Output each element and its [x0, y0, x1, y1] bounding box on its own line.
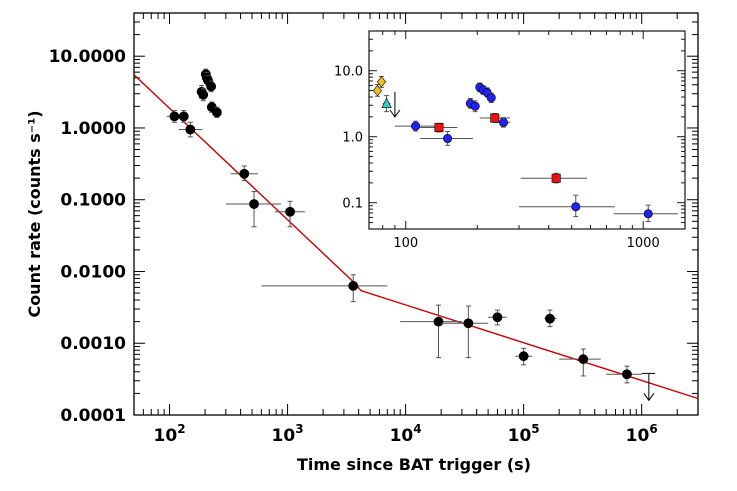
x-axis-label: Time since BAT trigger (s)	[297, 455, 531, 474]
x-tick-label: 105	[508, 422, 540, 446]
inset-y-tick-label: 1.0	[342, 131, 363, 146]
main-plot-ticks	[133, 12, 699, 416]
data-point	[486, 93, 496, 103]
data-point	[206, 81, 217, 92]
data-point	[443, 134, 453, 144]
inset-plot: 0.1 1.0 10.0 100 1000	[334, 30, 686, 251]
inset-y-tick-label: 0.1	[342, 197, 363, 212]
y-tick-label: 0.0100	[60, 262, 126, 282]
inset-plot-points	[372, 75, 678, 222]
inset-plot-ticks	[368, 30, 685, 230]
y-tick-label: 10.0000	[49, 47, 127, 67]
y-tick-label: 0.1000	[60, 191, 126, 211]
upper-limit-arrowhead	[643, 393, 655, 402]
data-point	[499, 117, 509, 127]
data-point	[212, 107, 222, 118]
data-point	[348, 280, 359, 291]
main-plot-frame	[133, 12, 699, 416]
inset-x-tick-label: 1000	[627, 236, 660, 251]
data-point	[285, 206, 295, 217]
data-point	[169, 111, 180, 122]
x-tick-label: 106	[626, 422, 658, 446]
main-plot-points	[166, 68, 656, 402]
data-point	[372, 84, 383, 97]
y-tick-label: 1.0000	[60, 119, 126, 139]
data-point	[470, 101, 480, 111]
x-tick-label: 102	[154, 422, 186, 446]
data-point	[376, 76, 387, 88]
inset-plot-frame	[368, 30, 686, 230]
inset-plot-tick-labels: 0.1 1.0 10.0 100 1000	[334, 65, 660, 251]
y-axis-label: Count rate (counts s⁻¹)	[25, 110, 44, 317]
x-tick-label: 103	[272, 422, 304, 446]
data-point	[434, 123, 444, 133]
data-point	[578, 354, 589, 365]
x-tick-label: 104	[390, 422, 422, 446]
data-point	[492, 312, 503, 323]
data-point	[545, 313, 555, 324]
y-tick-label: 0.0010	[60, 334, 126, 354]
main-plot: 0.0001 0.0010 0.0100 0.1000 1.0000 10.0000 102…	[25, 12, 699, 474]
data-point	[239, 168, 250, 179]
data-point	[518, 351, 529, 362]
data-point	[463, 318, 474, 329]
inset-x-tick-label: 100	[393, 236, 418, 251]
data-point	[185, 124, 196, 135]
data-point	[178, 111, 189, 122]
data-point	[411, 121, 421, 131]
y-tick-label: 0.0001	[60, 406, 126, 426]
data-point	[249, 199, 259, 209]
data-point	[198, 89, 209, 100]
upper-limit-arrowhead	[389, 109, 401, 118]
data-point	[381, 97, 392, 108]
data-point	[643, 209, 653, 219]
inset-y-tick-label: 10.0	[334, 65, 363, 80]
data-point	[571, 202, 581, 212]
data-point	[622, 369, 632, 380]
main-plot-tick-labels: 0.0001 0.0010 0.0100 0.1000 1.0000 10.0000 102…	[49, 47, 658, 446]
data-point	[490, 113, 500, 123]
data-point	[433, 316, 444, 327]
data-point	[551, 173, 561, 183]
